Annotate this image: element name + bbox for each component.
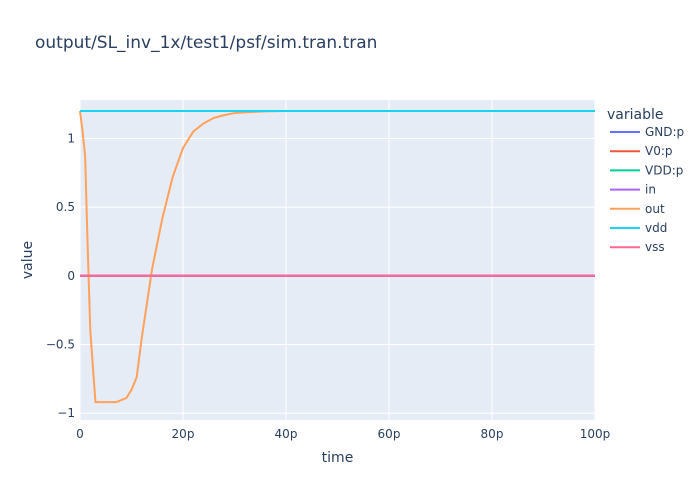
x-tick-label: 0 — [76, 427, 84, 441]
legend-item-v0-p[interactable]: V0:p — [645, 144, 673, 158]
x-tick-label: 20p — [172, 427, 195, 441]
plot-area — [80, 100, 595, 420]
y-tick-label: 1 — [67, 131, 75, 145]
x-axis-title: time — [322, 450, 354, 466]
legend-item-vss[interactable]: vss — [645, 240, 665, 254]
y-tick-label: −0.5 — [46, 337, 75, 351]
x-tick-label: 60p — [378, 427, 401, 441]
legend-item-vdd-p[interactable]: VDD:p — [645, 163, 683, 177]
y-tick-label: 0 — [67, 269, 75, 283]
x-tick-label: 40p — [275, 427, 298, 441]
y-tick-label: 0.5 — [56, 200, 75, 214]
legend-item-gnd-p[interactable]: GND:p — [645, 125, 684, 139]
legend-title: variable — [607, 107, 663, 123]
legend-item-in[interactable]: in — [645, 183, 656, 197]
x-tick-label: 80p — [481, 427, 504, 441]
legend-item-out[interactable]: out — [645, 202, 665, 216]
y-axis-title: value — [20, 241, 36, 279]
legend-item-vdd[interactable]: vdd — [645, 221, 667, 235]
chart-title: output/SL_inv_1x/test1/psf/sim.tran.tran — [35, 33, 378, 53]
y-tick-label: −1 — [57, 406, 75, 420]
x-tick-label: 100p — [580, 427, 611, 441]
